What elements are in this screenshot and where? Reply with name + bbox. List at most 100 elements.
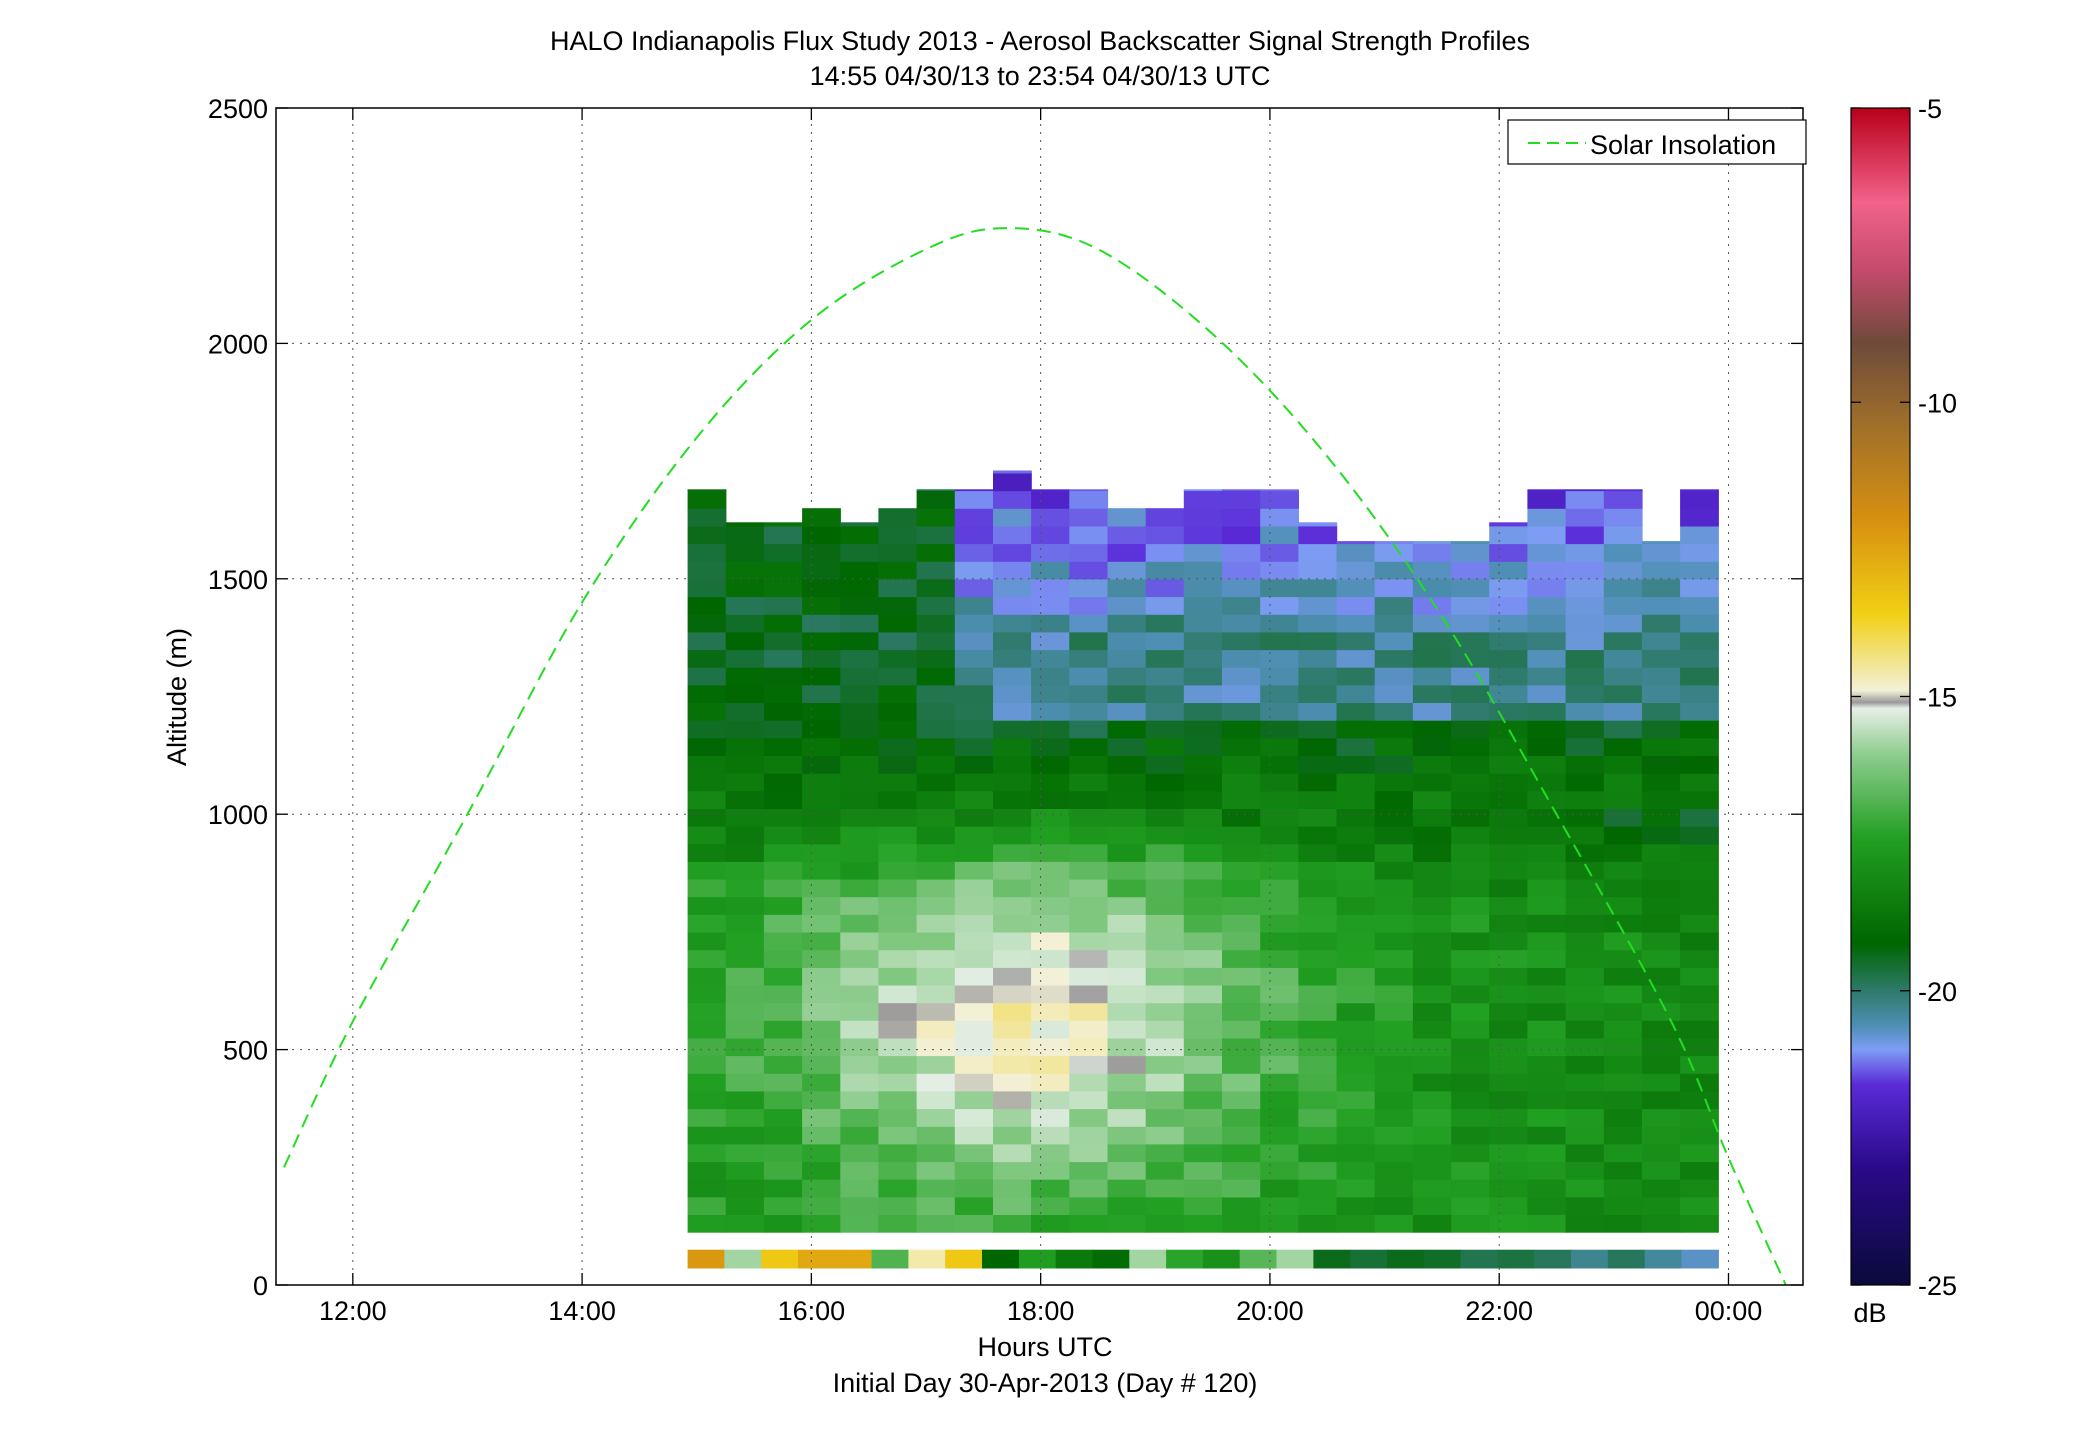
heatmap-cell — [916, 1179, 956, 1198]
heatmap-cell — [1451, 1214, 1490, 1233]
heatmap-cell — [1680, 561, 1719, 580]
heatmap-cell — [1336, 790, 1376, 809]
heatmap-cell — [954, 737, 994, 756]
heatmap-cell — [878, 967, 918, 986]
heatmap-cell — [1451, 773, 1490, 792]
heatmap-cell — [1565, 578, 1605, 598]
heatmap-cell — [1145, 808, 1185, 827]
heatmap-cell — [1680, 1020, 1719, 1039]
heatmap-cell — [1680, 737, 1719, 756]
heatmap-cell — [993, 967, 1032, 986]
heatmap-cell — [1145, 631, 1185, 651]
y-tick-label: 500 — [223, 1036, 268, 1066]
heatmap-cell — [1489, 1126, 1528, 1145]
heatmap-cell — [802, 896, 841, 915]
heatmap-cell — [1145, 1161, 1185, 1180]
heatmap-cell — [840, 525, 880, 545]
heatmap-cell — [725, 755, 765, 774]
heatmap-cell — [725, 596, 765, 615]
heatmap-cell — [1336, 578, 1376, 598]
heatmap-cell — [1489, 790, 1528, 809]
heatmap-cell — [1031, 561, 1070, 580]
heatmap-cell — [1183, 1179, 1223, 1198]
heatmap-cell — [1565, 1073, 1605, 1092]
heatmap-cell — [954, 1090, 994, 1110]
heatmap-cell — [1412, 826, 1452, 845]
heatmap-cell — [916, 1037, 956, 1057]
heatmap-cell — [763, 702, 803, 721]
heatmap-cell — [993, 931, 1032, 951]
heatmap-cell — [1680, 1126, 1719, 1145]
heatmap-cell — [1565, 1126, 1605, 1145]
heatmap-cell — [802, 843, 841, 862]
heatmap-cell — [878, 737, 918, 756]
heatmap-cell — [1031, 773, 1070, 792]
heatmap-cell — [763, 967, 803, 986]
heatmap-cell — [1374, 773, 1414, 792]
heatmap-cell — [1489, 1037, 1528, 1057]
heatmap-cell — [1451, 684, 1490, 703]
heatmap-cell — [802, 684, 841, 703]
heatmap-cell — [1031, 1108, 1070, 1127]
heatmap-cell — [1451, 896, 1490, 915]
heatmap-cell — [1145, 843, 1185, 862]
heatmap-cell — [1641, 896, 1681, 915]
heatmap-cell — [1031, 967, 1070, 986]
heatmap-cell — [1412, 737, 1452, 756]
heatmap-cell — [1565, 1179, 1605, 1198]
chart-subtitle: 14:55 04/30/13 to 23:54 04/30/13 UTC — [810, 61, 1271, 91]
solar-insolation-curve — [283, 227, 1787, 1285]
heatmap-cell — [725, 543, 765, 562]
heatmap-cell — [802, 878, 841, 898]
heatmap-cell — [1145, 737, 1185, 756]
heatmap-cell — [1641, 1108, 1681, 1127]
heatmap-cell — [954, 489, 994, 492]
heatmap-cell — [1031, 1002, 1070, 1021]
heatmap-cell — [1107, 773, 1147, 792]
heatmap-cell — [1680, 667, 1719, 686]
heatmap-cell — [1451, 1126, 1490, 1145]
heatmap-cell — [1145, 1073, 1185, 1092]
heatmap-cell — [1641, 631, 1681, 651]
heatmap-cell — [993, 737, 1032, 756]
heatmap-cell — [1374, 896, 1414, 915]
heatmap-cell — [993, 1090, 1032, 1110]
heatmap-cell — [993, 667, 1032, 686]
heatmap-cell — [1374, 967, 1414, 986]
heatmap-cell — [802, 525, 841, 545]
heatmap-cell — [1412, 1161, 1452, 1180]
heatmap-cell — [1222, 755, 1261, 774]
chart-title: HALO Indianapolis Flux Study 2013 - Aero… — [550, 26, 1530, 56]
heatmap-cell — [1451, 931, 1490, 951]
heatmap-cell — [1641, 737, 1681, 756]
heatmap-cell — [1489, 861, 1528, 880]
heatmap-cell — [1260, 949, 1299, 968]
heatmap-cell — [1183, 1037, 1223, 1057]
heatmap-cell — [1412, 808, 1452, 827]
heatmap-cell — [1298, 737, 1338, 756]
heatmap-cell — [1565, 508, 1605, 527]
heatmap-cell — [840, 614, 880, 633]
heatmap-cell — [763, 773, 803, 792]
heatmap-cell — [878, 1037, 918, 1057]
heatmap-cell — [993, 684, 1032, 703]
heatmap-cell — [916, 561, 956, 580]
heatmap-cell — [725, 1108, 765, 1127]
heatmap-cell — [840, 914, 880, 933]
heatmap-cell — [1183, 931, 1223, 951]
heatmap-cell — [1680, 861, 1719, 880]
heatmap-cell — [1336, 667, 1376, 686]
surface-cell — [1644, 1249, 1683, 1269]
heatmap-cell — [840, 667, 880, 686]
heatmap-cell — [1031, 720, 1070, 739]
heatmap-cell — [1641, 790, 1681, 809]
heatmap-cell — [916, 896, 956, 915]
heatmap-cell — [725, 649, 765, 668]
surface-cell — [1387, 1249, 1425, 1269]
heatmap-cell — [840, 1143, 880, 1163]
heatmap-cell — [993, 843, 1032, 862]
x-tick-label: 20:00 — [1236, 1296, 1304, 1326]
heatmap-cell — [1336, 755, 1376, 774]
heatmap-cell — [1222, 773, 1261, 792]
heatmap-cell — [1336, 914, 1376, 933]
